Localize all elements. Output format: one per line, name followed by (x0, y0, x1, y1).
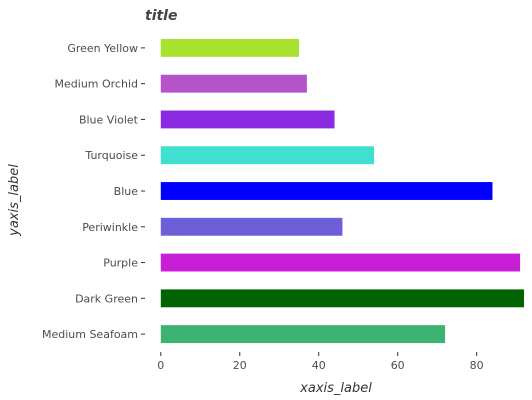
x-tick-label: 80 (470, 359, 484, 372)
bar-turquoise (160, 146, 375, 165)
bar-purple (160, 253, 521, 272)
x-axis: 0 20 40 60 80 (157, 352, 484, 372)
x-axis-title: xaxis_label (299, 381, 372, 396)
chart-title: title (145, 8, 177, 24)
y-tick-label: Dark Green (75, 292, 138, 305)
y-tick-label: Periwinkle (82, 221, 138, 234)
y-tick-label: Medium Orchid (55, 78, 138, 91)
x-tick-label: 20 (233, 359, 247, 372)
y-axis: Green Yellow Medium Orchid Blue Violet Turq… (42, 42, 145, 341)
x-tick-label: 40 (312, 359, 326, 372)
bar-medium-seafoam (160, 325, 446, 344)
bar-green-yellow (160, 38, 299, 57)
y-tick-label: Green Yellow (67, 42, 138, 55)
y-tick-label: Blue (114, 185, 139, 198)
y-tick-label: Turquoise (84, 149, 138, 162)
x-tick-label: 0 (157, 359, 164, 372)
bar-dark-green (160, 289, 525, 308)
bar-medium-orchid (160, 74, 307, 93)
bars-group (160, 38, 525, 344)
bar-blue-violet (160, 110, 335, 129)
x-tick-label: 60 (391, 359, 405, 372)
y-axis-title: yaxis_label (7, 164, 22, 237)
bar-blue (160, 182, 493, 200)
bar-periwinkle (160, 217, 343, 236)
y-tick-label: Medium Seafoam (42, 328, 138, 341)
y-tick-label: Blue Violet (79, 113, 139, 126)
y-tick-label: Purple (103, 257, 138, 270)
